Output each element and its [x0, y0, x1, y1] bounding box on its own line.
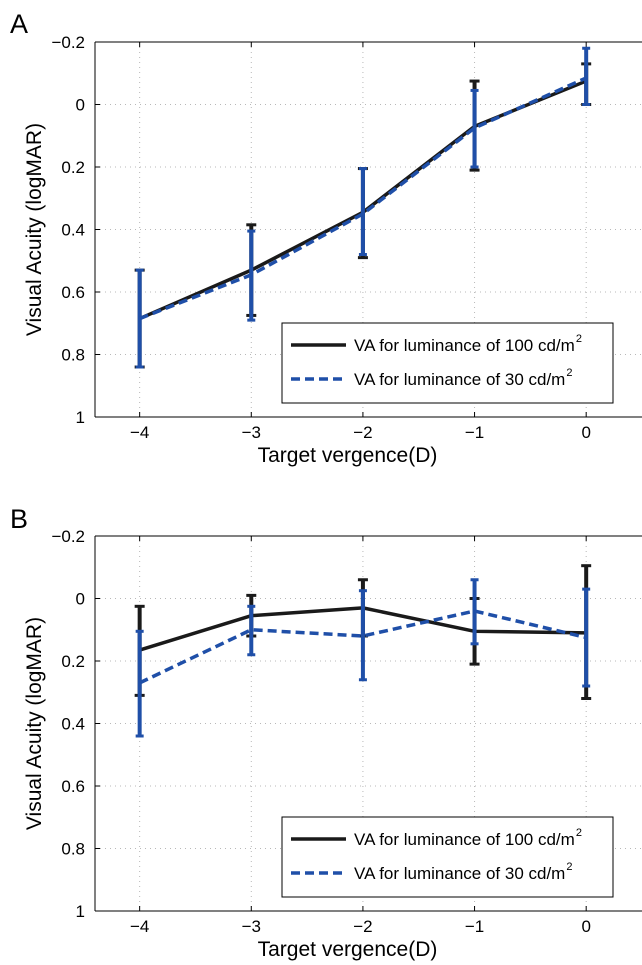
- plot-panel-b: −4 −3 −2 −1 0 −0.2 0 0.2 0.4 0.6 0.8 1 Target vergen…: [23, 527, 642, 961]
- legend: VA for luminance of 100 cd/m 2VA for lumi…: [281, 816, 614, 898]
- legend-box: [281, 322, 614, 404]
- legend-label: VA for luminance of 30 cd/m: [354, 864, 565, 883]
- panel-letter-b: B: [10, 504, 28, 534]
- legend: VA for luminance of 100 cd/m 2VA for lumi…: [281, 322, 614, 404]
- y-axis-label: Visual Acuity (logMAR): [23, 123, 46, 336]
- x-tick-label: −4: [130, 917, 149, 936]
- x-axis-label: Target vergence(D): [258, 938, 438, 961]
- x-tick-label: 0: [581, 917, 590, 936]
- x-tick-label: −1: [465, 423, 484, 442]
- y-tick-label: 0.8: [61, 346, 85, 365]
- x-tick-label: −2: [353, 917, 372, 936]
- y-tick-label: 0.2: [61, 652, 85, 671]
- legend-label: VA for luminance of 30 cd/m: [354, 370, 565, 389]
- legend-label-superscript: 2: [566, 367, 572, 379]
- y-tick-label: 0.6: [61, 777, 85, 796]
- y-axis-label: Visual Acuity (logMAR): [23, 617, 46, 830]
- x-tick-label: −1: [465, 917, 484, 936]
- y-tick-label: 1: [76, 408, 85, 427]
- legend-box: [281, 816, 614, 898]
- panel-letter-a: A: [10, 9, 28, 39]
- y-tick-label: 0: [76, 96, 85, 115]
- series-luminance-30: [135, 578, 591, 738]
- x-tick-label: −2: [353, 423, 372, 442]
- x-tick-label: −3: [242, 423, 261, 442]
- legend-label-superscript: 2: [566, 861, 572, 873]
- series-line: [139, 76, 587, 321]
- x-axis-label: Target vergence(D): [258, 444, 438, 467]
- legend-label: VA for luminance of 100 cd/m: [354, 336, 575, 355]
- y-tick-label: 0.6: [61, 283, 85, 302]
- y-tick-label: 0.2: [61, 158, 85, 177]
- y-tick-label: −0.2: [51, 33, 85, 52]
- plot-panel-a: −4 −3 −2 −1 0 −0.2 0 0.2 0.4 0.6 0.8 1 Target vergen…: [23, 33, 642, 467]
- x-tick-label: −3: [242, 917, 261, 936]
- y-tick-label: 0.4: [61, 221, 85, 240]
- y-tick-label: 0: [76, 590, 85, 609]
- y-tick-label: 1: [76, 902, 85, 921]
- x-tick-label: −4: [130, 423, 149, 442]
- legend-label-superscript: 2: [576, 333, 582, 345]
- legend-label: VA for luminance of 100 cd/m: [354, 830, 575, 849]
- y-tick-label: −0.2: [51, 527, 85, 546]
- x-tick-label: 0: [581, 423, 590, 442]
- y-tick-label: 0.8: [61, 840, 85, 859]
- series-luminance-30: [135, 46, 591, 369]
- y-tick-label: 0.4: [61, 715, 85, 734]
- legend-label-superscript: 2: [576, 827, 582, 839]
